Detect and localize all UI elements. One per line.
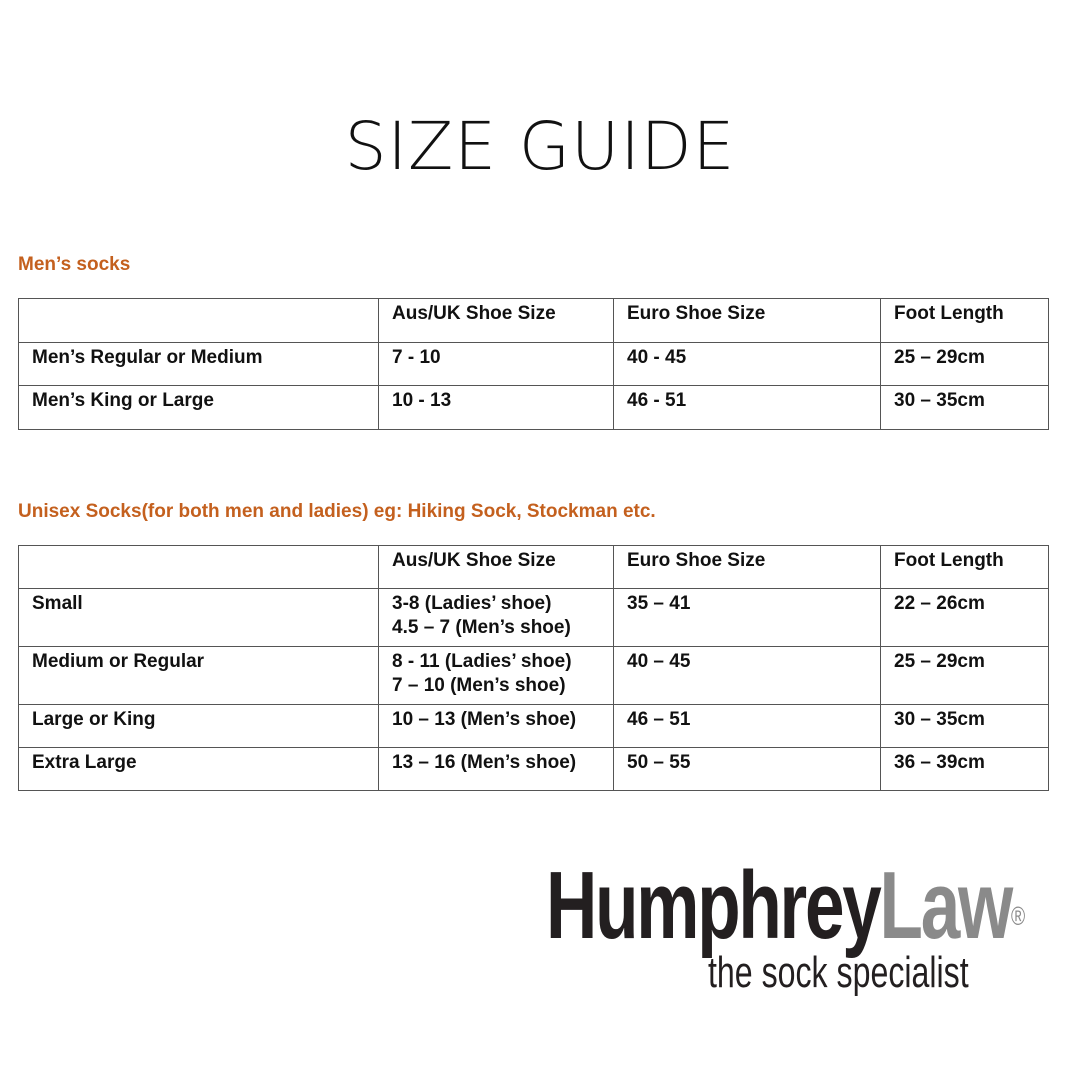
foot-length: 25 – 29cm [880,342,1049,386]
euro-size: 40 - 45 [613,342,881,386]
table-row: Large or King 10 – 13 (Men’s shoe) 46 – … [18,704,1049,748]
humphrey-law-logo: HumphreyLaw® the sock specialist [546,858,1080,998]
unisex-socks-heading: Unisex Socks(for both men and ladies) eg… [18,501,656,522]
foot-length: 30 – 35cm [880,385,1049,430]
size-name: Men’s Regular or Medium [18,342,379,386]
table-header-row: Aus/UK Shoe Size Euro Shoe Size Foot Len… [18,545,1049,589]
size-name: Men’s King or Large [18,385,379,430]
mens-size-table: Aus/UK Shoe Size Euro Shoe Size Foot Len… [18,298,1049,430]
size-name: Small [18,588,379,647]
euro-size: 50 – 55 [613,747,881,791]
header-cell: Euro Shoe Size [613,545,881,589]
table-row: Small 3-8 (Ladies’ shoe) 4.5 – 7 (Men’s … [18,588,1049,647]
logo-wordmark: HumphreyLaw® [546,858,1025,954]
foot-length: 25 – 29cm [880,646,1049,705]
aus-uk-size: 3-8 (Ladies’ shoe) 4.5 – 7 (Men’s shoe) [378,588,614,647]
mens-socks-heading: Men’s socks [18,254,131,275]
aus-uk-size: 7 - 10 [378,342,614,386]
size-name: Medium or Regular [18,646,379,705]
table-header-row: Aus/UK Shoe Size Euro Shoe Size Foot Len… [18,298,1049,343]
euro-size: 46 - 51 [613,385,881,430]
size-name: Extra Large [18,747,379,791]
registered-mark: ® [1011,901,1026,931]
header-cell: Euro Shoe Size [613,298,881,343]
table-row: Extra Large 13 – 16 (Men’s shoe) 50 – 55… [18,747,1049,791]
header-cell [18,298,379,343]
aus-uk-size: 10 - 13 [378,385,614,430]
table-row: Men’s Regular or Medium 7 - 10 40 - 45 2… [18,342,1049,386]
logo-brand-dark: Humphrey [546,852,882,959]
logo-tagline: the sock specialist [708,948,969,997]
header-cell: Foot Length [880,545,1049,589]
header-cell [18,545,379,589]
logo-brand-light: Law [879,852,1014,959]
unisex-size-table: Aus/UK Shoe Size Euro Shoe Size Foot Len… [18,545,1049,791]
size-name: Large or King [18,704,379,748]
foot-length: 30 – 35cm [880,704,1049,748]
aus-uk-size: 13 – 16 (Men’s shoe) [378,747,614,791]
table-row: Men’s King or Large 10 - 13 46 - 51 30 –… [18,385,1049,430]
euro-size: 40 – 45 [613,646,881,705]
foot-length: 36 – 39cm [880,747,1049,791]
header-cell: Aus/UK Shoe Size [378,298,614,343]
table-row: Medium or Regular 8 - 11 (Ladies’ shoe) … [18,646,1049,705]
header-cell: Aus/UK Shoe Size [378,545,614,589]
aus-uk-size: 8 - 11 (Ladies’ shoe) 7 – 10 (Men’s shoe… [378,646,614,705]
euro-size: 35 – 41 [613,588,881,647]
euro-size: 46 – 51 [613,704,881,748]
header-cell: Foot Length [880,298,1049,343]
foot-length: 22 – 26cm [880,588,1049,647]
aus-uk-size: 10 – 13 (Men’s shoe) [378,704,614,748]
page-title: SIZE GUIDE [344,108,736,185]
